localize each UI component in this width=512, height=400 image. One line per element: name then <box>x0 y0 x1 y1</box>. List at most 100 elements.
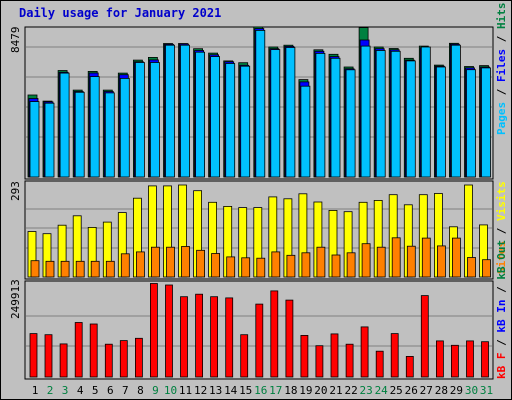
sites-bar <box>75 260 85 278</box>
sites-bar <box>391 237 401 278</box>
day-label: 20 <box>314 384 327 397</box>
sites-bar <box>301 252 311 278</box>
sites-bar <box>482 259 491 278</box>
day-label: 31 <box>480 384 493 397</box>
pages-bar <box>180 44 190 178</box>
legend-kbout: kB Out <box>495 240 508 280</box>
bottom-y-max-label: 249913 <box>9 279 22 319</box>
pages-bar <box>345 69 356 178</box>
day-label: 28 <box>435 384 448 397</box>
pages-bar <box>450 44 461 178</box>
sites-bar <box>361 243 371 278</box>
kbf-bar <box>390 333 399 378</box>
kbf-bar <box>435 340 444 378</box>
kbf-bar <box>180 296 188 378</box>
pages-bar <box>466 69 476 178</box>
kbf-bar <box>481 341 489 378</box>
kbf-bar <box>270 290 279 378</box>
sites-bar <box>241 257 251 278</box>
day-label: 24 <box>375 384 389 397</box>
day-label: 13 <box>209 384 222 397</box>
pages-bar <box>74 91 85 178</box>
pages-bar <box>134 62 145 178</box>
pages-bar <box>89 76 100 178</box>
legend-hits: Hits <box>495 3 508 30</box>
sites-bar <box>421 237 431 278</box>
kbf-bar <box>375 350 384 378</box>
top-legend: Pages / Files / Hits <box>495 3 508 136</box>
day-label: 2 <box>47 384 54 397</box>
sites-bar <box>135 251 145 278</box>
pages-bar <box>240 65 251 178</box>
pages-bar <box>29 101 40 178</box>
kbf-bar <box>44 334 53 378</box>
kbf-bar <box>315 345 324 378</box>
legend-sites: Sites <box>495 241 508 274</box>
pages-bar <box>119 78 130 178</box>
day-label: 18 <box>284 384 297 397</box>
pages-bar <box>315 53 326 178</box>
kbf-bar <box>89 323 98 378</box>
day-label: 3 <box>62 384 69 397</box>
legend-kbin: kB In <box>495 300 508 333</box>
pages-bar <box>405 60 416 178</box>
pages-bar <box>390 50 401 178</box>
kbf-bar <box>300 334 309 378</box>
day-label: 23 <box>359 384 372 397</box>
pages-bar <box>481 67 491 178</box>
kbf-bar <box>360 326 369 378</box>
pages-bar <box>360 45 371 178</box>
kbf-bar <box>225 297 234 378</box>
kbf-bar <box>149 283 158 378</box>
kbf-bar <box>450 344 459 378</box>
middle-legend: Sites / Visits <box>495 181 508 274</box>
pages-bar <box>210 56 221 178</box>
sites-bar <box>451 237 461 278</box>
kbf-bar <box>29 333 38 378</box>
sites-bar <box>166 246 175 278</box>
sites-bar <box>105 260 115 278</box>
pages-bar <box>300 85 311 178</box>
pages-bar <box>285 47 296 178</box>
pages-bar <box>149 62 160 178</box>
pages-bar <box>270 49 281 178</box>
kbf-bar <box>119 340 128 378</box>
pages-bar <box>44 102 55 178</box>
kbf-bar <box>74 322 83 378</box>
sites-bar <box>467 257 476 278</box>
top-y-max-label: 8479 <box>9 27 22 54</box>
pages-bar <box>225 63 236 178</box>
day-label: 17 <box>269 384 282 397</box>
day-label: 21 <box>329 384 342 397</box>
pages-bar <box>104 92 115 178</box>
day-label: 1 <box>32 384 39 397</box>
pages-bar <box>330 57 341 178</box>
sites-bar <box>150 246 160 278</box>
kbf-bar <box>420 295 429 378</box>
day-label: 29 <box>450 384 463 397</box>
legend-pages: Pages <box>495 102 508 135</box>
pages-bar <box>165 44 175 178</box>
day-label: 7 <box>122 384 129 397</box>
day-label: 12 <box>194 384 207 397</box>
day-label: 15 <box>239 384 252 397</box>
middle-y-max-label: 293 <box>9 181 22 201</box>
day-label: 22 <box>344 384 357 397</box>
day-label: 6 <box>107 384 114 397</box>
bottom-legend: kB F / kB In / kB Out <box>495 240 508 379</box>
pages-bar <box>59 72 70 178</box>
kbf-bar <box>134 337 143 378</box>
sites-bar <box>120 253 130 278</box>
kbf-bar <box>405 355 414 378</box>
sites-bar <box>226 256 236 278</box>
sites-bar <box>196 249 206 278</box>
day-label: 14 <box>224 384 238 397</box>
sites-bar <box>211 253 221 278</box>
sites-bar <box>30 260 40 278</box>
sites-bar <box>181 246 190 278</box>
sites-bar <box>45 260 55 278</box>
sites-bar <box>346 252 356 278</box>
day-label: 25 <box>390 384 403 397</box>
